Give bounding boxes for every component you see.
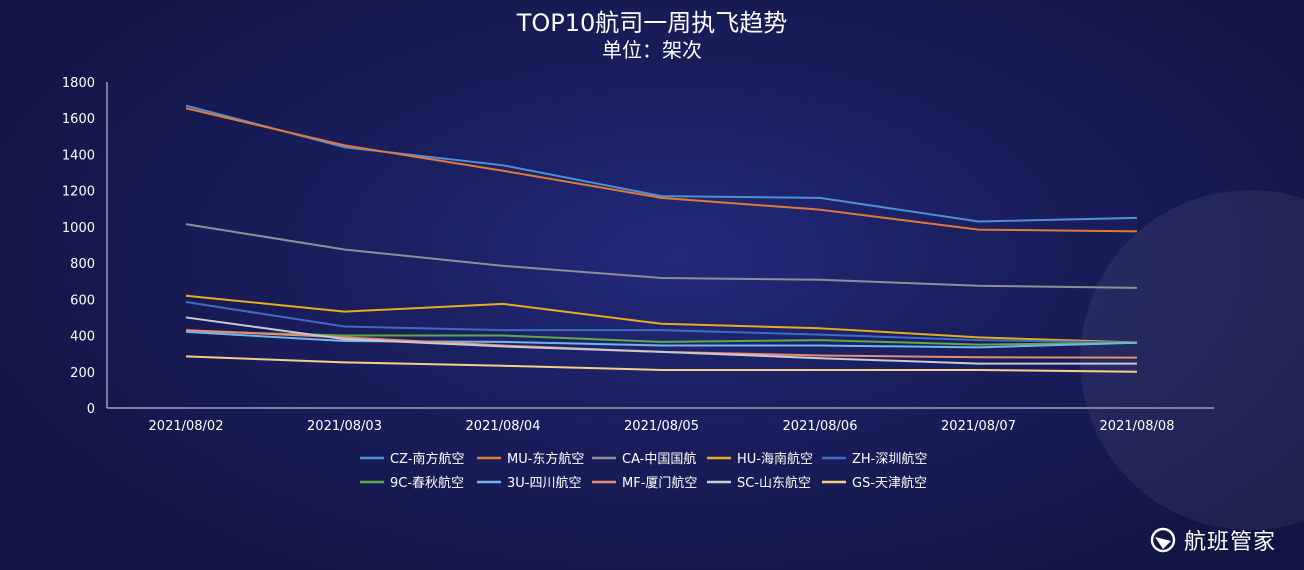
legend-item: MU-东方航空: [477, 451, 584, 467]
legend-item: HU-海南航空: [707, 451, 813, 467]
legend-item: GS-天津航空: [822, 475, 927, 491]
legend-label: GS-天津航空: [852, 475, 927, 491]
y-tick-label: 600: [70, 293, 95, 308]
y-tick-label: 1400: [62, 148, 95, 163]
legend-item: SC-山东航空: [707, 475, 811, 491]
series-line: [185, 294, 1138, 344]
legend-label: MU-东方航空: [507, 451, 584, 467]
series-line: [185, 355, 1138, 373]
y-tick-label: 1800: [62, 76, 95, 91]
y-tick-label: 400: [70, 330, 95, 345]
y-tick-label: 1200: [62, 185, 95, 200]
legend-label: 9C-春秋航空: [390, 475, 464, 491]
series-line: [185, 330, 1138, 346]
brand-logo: 航班管家: [1150, 524, 1276, 556]
legend-item: 9C-春秋航空: [360, 475, 464, 491]
series-line: [185, 107, 1138, 233]
series-line: [185, 104, 1138, 223]
legend-label: 3U-四川航空: [507, 475, 581, 491]
x-tick-label: 2021/08/06: [783, 419, 858, 434]
series-line: [185, 223, 1138, 289]
shield-logo-icon: [1150, 527, 1176, 553]
series-line: [185, 301, 1138, 344]
chart-title: TOP10航司一周执飞趋势: [516, 9, 788, 37]
y-tick-label: 200: [70, 366, 95, 381]
y-tick-label: 800: [70, 257, 95, 272]
legend-label: HU-海南航空: [737, 451, 813, 467]
legend-item: CA-中国国航: [592, 451, 696, 467]
x-tick-label: 2021/08/08: [1100, 419, 1175, 434]
x-tick-label: 2021/08/07: [941, 419, 1016, 434]
watermark-logo-icon: [1080, 190, 1304, 530]
y-tick-label: 1000: [62, 221, 95, 236]
y-tick-label: 0: [87, 402, 95, 417]
series-line: [185, 330, 1138, 349]
legend-label: SC-山东航空: [737, 475, 811, 491]
series-line: [185, 316, 1137, 365]
brand-name: 航班管家: [1183, 530, 1276, 555]
x-tick-label: 2021/08/05: [624, 419, 699, 434]
legend-item: 3U-四川航空: [477, 475, 581, 491]
legend-label: CZ-南方航空: [390, 451, 464, 467]
legend-label: ZH-深圳航空: [852, 451, 927, 467]
legend-item: MF-厦门航空: [592, 475, 697, 491]
x-tick-label: 2021/08/04: [466, 419, 541, 434]
legend-item: CZ-南方航空: [360, 451, 464, 467]
legend-label: CA-中国国航: [622, 451, 696, 467]
x-tick-label: 2021/08/03: [307, 419, 382, 434]
legend-label: MF-厦门航空: [622, 475, 697, 491]
legend-item: ZH-深圳航空: [822, 451, 927, 467]
y-tick-label: 1600: [62, 112, 95, 127]
x-tick-label: 2021/08/02: [149, 419, 224, 434]
chart-subtitle: 单位：架次: [602, 38, 702, 62]
